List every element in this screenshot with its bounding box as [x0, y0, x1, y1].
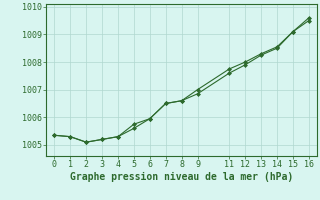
X-axis label: Graphe pression niveau de la mer (hPa): Graphe pression niveau de la mer (hPa)	[70, 172, 293, 182]
